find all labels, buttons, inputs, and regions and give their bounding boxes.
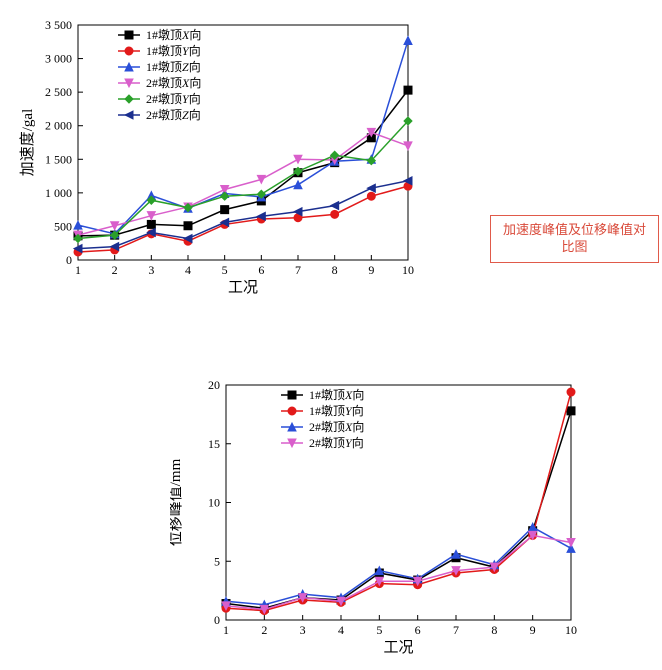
svg-text:10: 10 — [565, 623, 577, 637]
svg-text:8: 8 — [491, 623, 497, 637]
svg-text:5: 5 — [214, 554, 220, 568]
svg-text:2#墩顶X向: 2#墩顶X向 — [309, 419, 364, 434]
svg-text:2#墩顶Z向: 2#墩顶Z向 — [146, 107, 201, 122]
svg-text:6: 6 — [415, 623, 421, 637]
svg-text:5: 5 — [222, 263, 228, 277]
svg-text:2#墩顶Y向: 2#墩顶Y向 — [146, 91, 201, 106]
svg-text:4: 4 — [338, 623, 344, 637]
svg-text:9: 9 — [368, 263, 374, 277]
chart1-svg: 1 2 3 4 5 6 7 8 9 10 工况 0 500 1 000 1 500 2 000 2 500 3 0… — [10, 10, 430, 300]
svg-text:3 000: 3 000 — [45, 52, 72, 66]
svg-text:15: 15 — [208, 437, 220, 451]
svg-text:3: 3 — [148, 263, 154, 277]
svg-text:20: 20 — [208, 378, 220, 392]
svg-text:位移峰值/mm: 位移峰值/mm — [170, 458, 184, 546]
svg-text:1#墩顶Y向: 1#墩顶Y向 — [146, 43, 201, 58]
annotation-callout: 加速度峰值及位移峰值对 比图 — [490, 215, 659, 263]
svg-text:2 500: 2 500 — [45, 85, 72, 99]
annotation-line1: 加速度峰值及位移峰值对 — [503, 222, 646, 237]
svg-text:10: 10 — [208, 496, 220, 510]
svg-text:2#墩顶X向: 2#墩顶X向 — [146, 75, 201, 90]
svg-text:3 500: 3 500 — [45, 18, 72, 32]
svg-text:2: 2 — [112, 263, 118, 277]
svg-text:1 500: 1 500 — [45, 152, 72, 166]
svg-text:1#墩顶Y向: 1#墩顶Y向 — [309, 403, 364, 418]
svg-text:2#墩顶Y向: 2#墩顶Y向 — [309, 435, 364, 450]
svg-text:6: 6 — [258, 263, 264, 277]
svg-text:8: 8 — [332, 263, 338, 277]
svg-text:工况: 工况 — [383, 639, 413, 656]
svg-text:加速度/gal: 加速度/gal — [19, 109, 36, 177]
svg-text:工况: 工况 — [228, 279, 258, 296]
svg-text:1#墩顶X向: 1#墩顶X向 — [309, 387, 364, 402]
svg-text:1 000: 1 000 — [45, 186, 72, 200]
svg-text:1: 1 — [223, 623, 229, 637]
svg-text:7: 7 — [295, 263, 301, 277]
svg-text:1: 1 — [75, 263, 81, 277]
svg-text:2 000: 2 000 — [45, 119, 72, 133]
svg-text:0: 0 — [66, 253, 72, 267]
svg-text:1#墩顶Z向: 1#墩顶Z向 — [146, 59, 201, 74]
svg-text:5: 5 — [376, 623, 382, 637]
acceleration-chart: 1 2 3 4 5 6 7 8 9 10 工况 0 500 1 000 1 500 2 000 2 500 3 0… — [10, 10, 430, 300]
svg-text:0: 0 — [214, 613, 220, 627]
svg-text:2: 2 — [261, 623, 267, 637]
svg-text:500: 500 — [54, 219, 72, 233]
annotation-line2: 比图 — [561, 239, 587, 254]
svg-text:10: 10 — [402, 263, 414, 277]
svg-text:3: 3 — [300, 623, 306, 637]
chart2-svg: 1 2 3 4 5 6 7 8 9 10 工况 0 5 10 15 20 位移峰值/mm 1#墩顶X向1#墩顶Y向… — [170, 370, 590, 660]
svg-text:7: 7 — [453, 623, 459, 637]
svg-text:4: 4 — [185, 263, 191, 277]
svg-text:9: 9 — [530, 623, 536, 637]
svg-text:1#墩顶X向: 1#墩顶X向 — [146, 27, 201, 42]
displacement-chart: 1 2 3 4 5 6 7 8 9 10 工况 0 5 10 15 20 位移峰值/mm 1#墩顶X向1#墩顶Y向… — [170, 370, 590, 660]
